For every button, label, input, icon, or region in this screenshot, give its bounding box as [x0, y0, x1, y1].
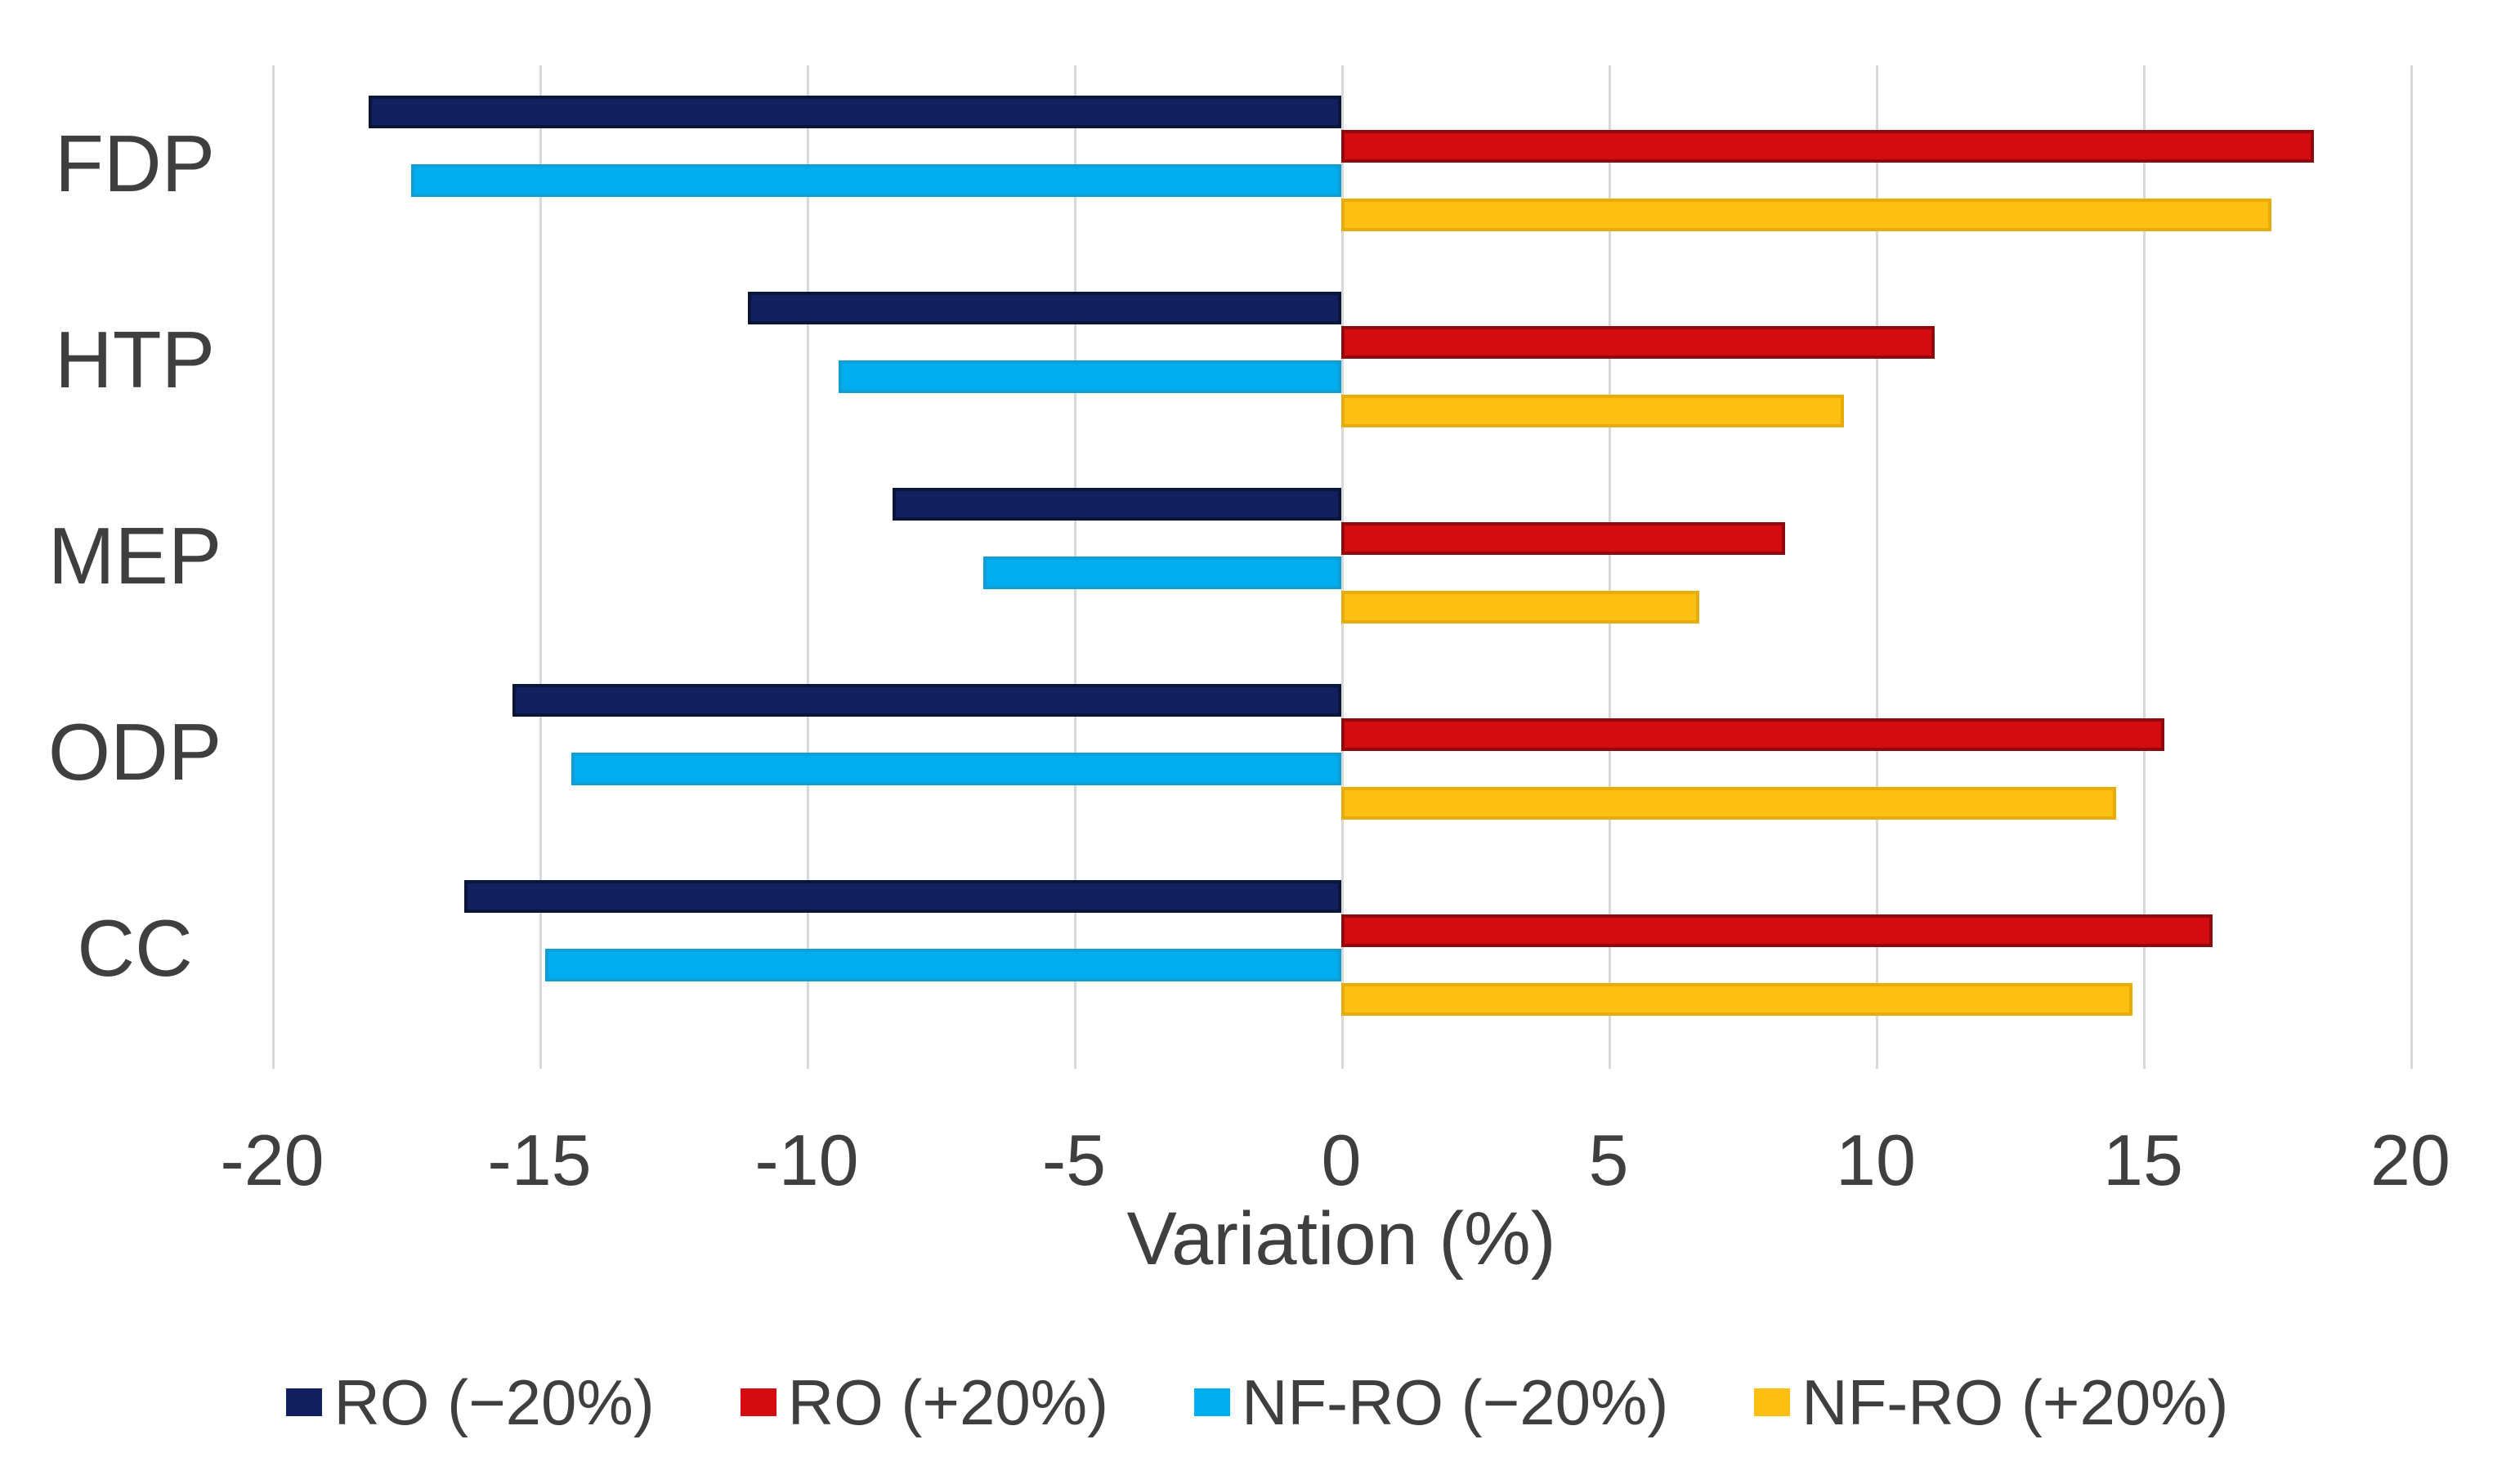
x-tick-label: 5	[1588, 1120, 1629, 1200]
legend-label: NF-RO (−20%)	[1242, 1366, 1669, 1438]
bar-odp-nf-ro-plus-20	[1341, 787, 2116, 820]
tick-mark-15	[2143, 1046, 2146, 1069]
legend-label: RO (+20%)	[787, 1366, 1109, 1438]
legend-label: NF-RO (+20%)	[1801, 1366, 2229, 1438]
legend-item-nf-ro-minus-20: NF-RO (−20%)	[1194, 1366, 1668, 1439]
gridline-15	[2143, 65, 2146, 1046]
x-tick-label: 0	[1321, 1120, 1362, 1200]
legend-item-ro-minus-20: RO (−20%)	[286, 1366, 655, 1439]
legend-swatch-ro-plus-20	[740, 1388, 776, 1416]
gridline--5	[1074, 65, 1076, 1046]
legend-swatch-nf-ro-minus-20	[1194, 1388, 1231, 1416]
bar-fdp-ro-plus-20	[1341, 130, 2314, 163]
tick-mark--20	[272, 1046, 275, 1069]
x-tick-label: -15	[487, 1120, 592, 1200]
bar-odp-ro-minus-20	[512, 684, 1341, 717]
tick-mark-0	[1341, 1046, 1344, 1069]
legend: RO (−20%) RO (+20%) NF-RO (−20%) NF-RO (+20…	[0, 1363, 2515, 1442]
bar-mep-ro-minus-20	[893, 488, 1341, 521]
bar-fdp-nf-ro-minus-20	[411, 164, 1341, 197]
gridline-10	[1876, 65, 1878, 1046]
bar-odp-ro-plus-20	[1341, 718, 2164, 751]
category-label-odp: ODP	[47, 707, 222, 797]
legend-item-nf-ro-plus-20: NF-RO (+20%)	[1754, 1366, 2229, 1439]
bar-mep-ro-plus-20	[1341, 522, 1785, 555]
legend-label: RO (−20%)	[333, 1366, 655, 1438]
bar-htp-ro-plus-20	[1341, 326, 1935, 359]
category-label-cc: CC	[77, 903, 193, 993]
gridline--10	[807, 65, 809, 1046]
bar-mep-nf-ro-plus-20	[1341, 591, 1699, 624]
bar-htp-ro-minus-20	[748, 292, 1341, 324]
tick-mark-20	[2410, 1046, 2413, 1069]
x-tick-label: -5	[1041, 1120, 1107, 1200]
gridline--15	[539, 65, 542, 1046]
tick-mark--15	[539, 1046, 542, 1069]
tick-mark-10	[1876, 1046, 1878, 1069]
tick-mark--10	[807, 1046, 809, 1069]
bar-cc-ro-minus-20	[464, 880, 1341, 913]
legend-item-ro-plus-20: RO (+20%)	[740, 1366, 1109, 1439]
category-label-mep: MEP	[47, 511, 222, 601]
gridline-20	[2410, 65, 2413, 1046]
bar-mep-nf-ro-minus-20	[983, 556, 1341, 589]
legend-swatch-ro-minus-20	[286, 1388, 323, 1416]
legend-swatch-nf-ro-plus-20	[1754, 1388, 1791, 1416]
x-tick-label: -10	[754, 1120, 859, 1200]
bar-cc-ro-plus-20	[1341, 914, 2213, 947]
bar-fdp-nf-ro-plus-20	[1341, 199, 2271, 231]
gridline-0	[1341, 65, 1344, 1046]
bar-odp-nf-ro-minus-20	[571, 753, 1341, 785]
tick-mark-5	[1609, 1046, 1611, 1069]
x-tick-label: 20	[2370, 1120, 2450, 1200]
bar-htp-nf-ro-plus-20	[1341, 395, 1844, 427]
bar-fdp-ro-minus-20	[369, 96, 1341, 128]
tick-mark--5	[1074, 1046, 1076, 1069]
x-tick-label: 15	[2103, 1120, 2183, 1200]
x-axis-title: Variation (%)	[1126, 1197, 1556, 1281]
x-tick-label: -20	[220, 1120, 324, 1200]
x-tick-label: 10	[1836, 1120, 1916, 1200]
bar-cc-nf-ro-minus-20	[545, 949, 1341, 981]
category-label-htp: HTP	[55, 315, 215, 405]
bar-cc-nf-ro-plus-20	[1341, 983, 2132, 1016]
category-label-fdp: FDP	[55, 118, 215, 208]
bar-htp-nf-ro-minus-20	[839, 360, 1341, 393]
gridline--20	[272, 65, 275, 1046]
gridline-5	[1609, 65, 1611, 1046]
